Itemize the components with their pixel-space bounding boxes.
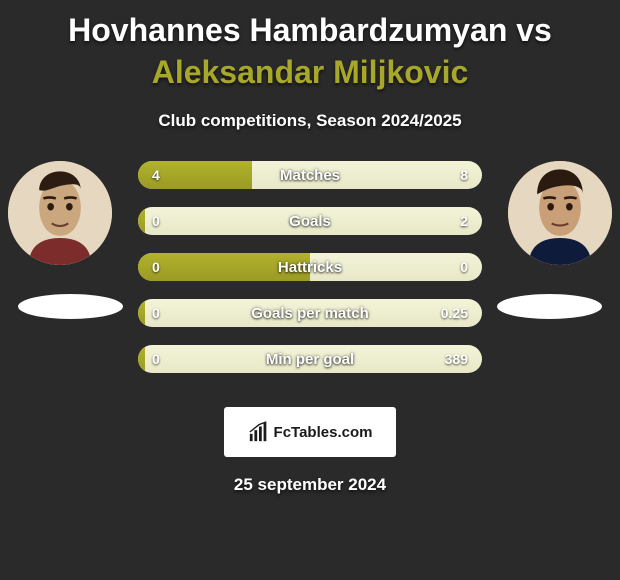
stat-fill <box>138 345 145 373</box>
subtitle: Club competitions, Season 2024/2025 <box>0 111 620 131</box>
comparison-card: Hovhannes Hambardzumyan vs Aleksandar Mi… <box>0 0 620 580</box>
stat-value-left: 0 <box>152 299 160 327</box>
logo-text: FcTables.com <box>274 424 373 441</box>
stat-value-left: 0 <box>152 207 160 235</box>
player2-avatar <box>508 161 612 265</box>
stat-fill <box>138 161 252 189</box>
player2-flag-oval <box>497 294 602 319</box>
stat-value-right: 0.25 <box>441 299 468 327</box>
person-icon <box>508 161 612 265</box>
stat-value-left: 0 <box>152 345 160 373</box>
stat-fill <box>138 207 145 235</box>
player2-name: Aleksandar Miljkovic <box>152 54 469 90</box>
stat-fill <box>138 253 310 281</box>
person-icon <box>8 161 112 265</box>
stats-area: 4Matches80Goals20Hattricks00Goals per ma… <box>0 161 620 401</box>
stat-value-right: 389 <box>445 345 468 373</box>
stat-bars: 4Matches80Goals20Hattricks00Goals per ma… <box>138 161 482 391</box>
bar-chart-icon <box>248 421 270 443</box>
stat-label: Min per goal <box>138 345 482 373</box>
stat-row: 4Matches8 <box>138 161 482 189</box>
stat-fill <box>138 299 145 327</box>
player1-name: Hovhannes Hambardzumyan <box>68 12 507 48</box>
player1-flag-oval <box>18 294 123 319</box>
stat-label: Goals <box>138 207 482 235</box>
stat-row: 0Goals2 <box>138 207 482 235</box>
stat-value-right: 8 <box>460 161 468 189</box>
stat-row: 0Goals per match0.25 <box>138 299 482 327</box>
player1-avatar <box>8 161 112 265</box>
page-title: Hovhannes Hambardzumyan vs Aleksandar Mi… <box>0 10 620 93</box>
stat-value-right: 0 <box>460 253 468 281</box>
stat-row: 0Hattricks0 <box>138 253 482 281</box>
stat-label: Goals per match <box>138 299 482 327</box>
stat-value-right: 2 <box>460 207 468 235</box>
footer-date: 25 september 2024 <box>0 475 620 495</box>
stat-row: 0Min per goal389 <box>138 345 482 373</box>
vs-word: vs <box>516 12 552 48</box>
source-logo[interactable]: FcTables.com <box>224 407 396 457</box>
